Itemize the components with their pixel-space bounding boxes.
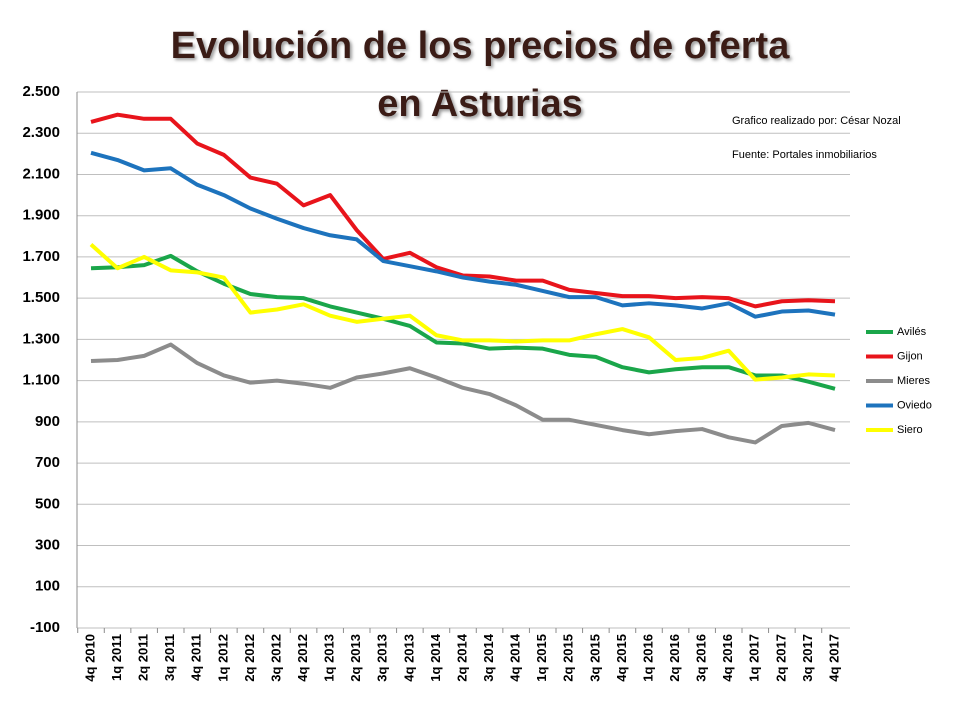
y-tick-label: 1.900 bbox=[22, 207, 60, 224]
x-tick-label: 4q 2015 bbox=[614, 634, 629, 682]
x-tick-label: 1q 2015 bbox=[534, 634, 549, 682]
y-tick-label: 100 bbox=[35, 578, 60, 595]
legend-label: Gijon bbox=[897, 350, 923, 362]
x-tick-label: 2q 2012 bbox=[242, 634, 257, 682]
series-line bbox=[90, 150, 836, 319]
y-tick-label: 1.700 bbox=[22, 248, 60, 265]
x-tick-label: 4q 2013 bbox=[401, 634, 416, 682]
x-tick-label: 2q 2017 bbox=[773, 634, 788, 682]
x-tick-label: 1q 2016 bbox=[640, 634, 655, 682]
x-tick-label: 3q 2015 bbox=[587, 634, 602, 682]
x-tick-label: 2q 2013 bbox=[348, 634, 363, 682]
y-tick-label: 300 bbox=[35, 537, 60, 554]
x-tick-label: 2q 2014 bbox=[454, 633, 469, 681]
x-tick-label: 2q 2016 bbox=[667, 634, 682, 682]
legend-label: Oviedo bbox=[897, 399, 932, 411]
y-tick-label: -100 bbox=[30, 619, 60, 636]
y-tick-label: 500 bbox=[35, 495, 60, 512]
annotation: Grafico realizado por: César Nozal bbox=[732, 115, 901, 127]
y-tick-label: 900 bbox=[35, 413, 60, 430]
x-tick-label: 1q 2013 bbox=[322, 634, 337, 682]
x-tick-label: 1q 2014 bbox=[428, 633, 443, 681]
legend-label: Siero bbox=[897, 424, 923, 436]
y-tick-label: 2.500 bbox=[22, 83, 60, 100]
y-tick-label: 1.100 bbox=[22, 372, 60, 389]
x-tick-label: 4q 2011 bbox=[189, 634, 204, 681]
x-tick-label: 1q 2017 bbox=[747, 634, 762, 682]
x-tick-label: 2q 2015 bbox=[561, 634, 576, 682]
x-tick-label: 3q 2016 bbox=[694, 634, 709, 682]
chart-title: en Asturias bbox=[377, 83, 583, 125]
legend-label: Mieres bbox=[897, 375, 931, 387]
x-tick-label: 1q 2012 bbox=[215, 634, 230, 682]
y-tick-label: 2.300 bbox=[22, 124, 60, 141]
series-line bbox=[90, 253, 836, 391]
x-tick-label: 1q 2011 bbox=[109, 634, 124, 681]
x-tick-label: 3q 2011 bbox=[162, 634, 177, 681]
legend-label: Avilés bbox=[897, 326, 927, 338]
annotation: Fuente: Portales inmobiliarios bbox=[732, 149, 877, 161]
x-tick-label: 4q 2017 bbox=[826, 634, 841, 682]
x-tick-label: 3q 2014 bbox=[481, 633, 496, 681]
y-tick-label: 1.300 bbox=[22, 330, 60, 347]
y-tick-label: 700 bbox=[35, 454, 60, 471]
series-line bbox=[89, 243, 836, 382]
x-tick-label: 3q 2012 bbox=[268, 634, 283, 682]
y-tick-label: 1.500 bbox=[22, 289, 60, 306]
y-tick-label: 2.100 bbox=[22, 165, 60, 182]
chart-title: Evolución de los precios de oferta bbox=[171, 25, 791, 67]
x-tick-label: 2q 2011 bbox=[136, 634, 151, 681]
x-tick-label: 4q 2016 bbox=[720, 634, 735, 682]
x-tick-label: 4q 2014 bbox=[508, 633, 523, 681]
x-tick-label: 4q 2010 bbox=[82, 634, 97, 682]
x-tick-label: 3q 2017 bbox=[800, 634, 815, 682]
x-tick-label: 3q 2013 bbox=[375, 634, 390, 682]
series-line bbox=[90, 342, 836, 445]
series-line bbox=[90, 112, 836, 309]
x-tick-label: 4q 2012 bbox=[295, 634, 310, 682]
